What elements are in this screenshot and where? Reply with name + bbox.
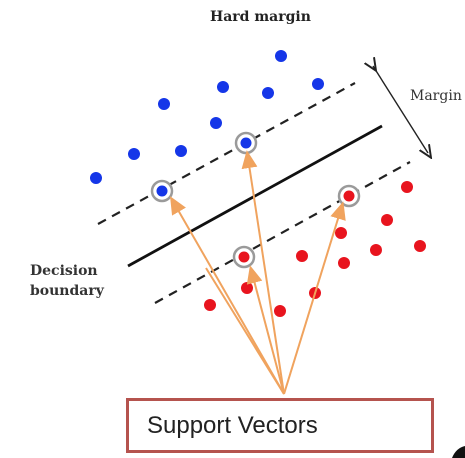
support-vectors	[150, 131, 361, 269]
data-point	[312, 78, 324, 90]
support-vector-red	[232, 245, 256, 269]
callout-arrow	[170, 196, 285, 395]
support-vectors-callout-box: Support Vectors	[126, 398, 434, 453]
lower-margin-line	[154, 161, 411, 304]
margin-label: Margin	[410, 88, 462, 104]
data-point	[335, 227, 347, 239]
data-point	[241, 282, 253, 294]
data-point	[175, 145, 187, 157]
callout-arrow	[241, 150, 285, 395]
callout-arrow	[205, 267, 285, 395]
support-vectors-label: Support Vectors	[147, 412, 318, 439]
data-point	[296, 250, 308, 262]
data-point	[262, 87, 274, 99]
data-point	[128, 148, 140, 160]
diagram-title: Hard margin	[210, 9, 311, 25]
decision-label-line-1: Decision	[30, 263, 98, 279]
data-point	[158, 98, 170, 110]
callout-arrows	[170, 150, 346, 395]
margin-width-arrow	[373, 66, 428, 153]
corner-artifact	[452, 446, 465, 458]
data-point	[90, 172, 102, 184]
decision-label-line-2: boundary	[30, 283, 104, 299]
class-b-points	[204, 181, 426, 317]
data-point	[274, 305, 286, 317]
data-point	[210, 117, 222, 129]
data-point	[338, 257, 350, 269]
upper-margin-line	[97, 82, 356, 225]
support-vector-blue	[150, 179, 174, 203]
data-point	[370, 244, 382, 256]
support-vector-blue	[234, 131, 258, 155]
support-vector-red	[337, 184, 361, 208]
data-point	[401, 181, 413, 193]
decision-boundary-line	[127, 124, 383, 268]
class-a-points	[90, 50, 324, 184]
data-point	[414, 240, 426, 252]
data-point	[381, 214, 393, 226]
data-point	[204, 299, 216, 311]
callout-arrow	[246, 265, 285, 395]
data-point	[275, 50, 287, 62]
callout-arrow	[283, 201, 346, 395]
decision-boundary-label: Decision boundary	[30, 261, 140, 301]
data-point	[217, 81, 229, 93]
